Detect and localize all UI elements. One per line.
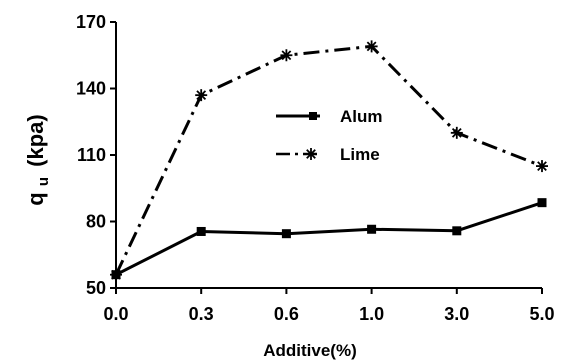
y-axis-title-sub: u: [35, 177, 52, 186]
legend-item-alum: Alum: [276, 107, 383, 126]
y-axis-title-main: q: [23, 192, 48, 205]
data-point-alum: [367, 224, 377, 234]
series-line-alum: [115, 201, 543, 277]
series-lines: [114, 44, 543, 277]
data-point-alum: [452, 226, 462, 236]
y-tick-label: 50: [86, 278, 106, 298]
x-tick-label: 1.0: [359, 304, 384, 324]
x-ticks: 0.0 0.3 0.6 1.0 3.0 5.0: [103, 288, 555, 324]
x-tick-label: 3.0: [444, 304, 469, 324]
y-axis-title: q u (kpa): [23, 114, 53, 205]
data-point-lime: [536, 160, 548, 173]
data-point-alum: [281, 229, 291, 239]
legend-marker-alum: [309, 112, 317, 120]
x-axis-title: Additive(%): [263, 341, 357, 360]
data-point-lime: [280, 49, 293, 62]
x-tick-label: 0.6: [274, 304, 299, 324]
data-point-lime: [195, 89, 208, 102]
y-axis-title-unit: (kpa): [23, 114, 48, 167]
y-ticks: 50 80 110 140 170: [76, 12, 116, 298]
legend-item-lime: Lime: [276, 145, 380, 164]
y-tick-label: 140: [76, 79, 106, 99]
series-line-lime: [114, 44, 543, 276]
data-point-lime: [365, 40, 378, 53]
legend-label-alum: Alum: [340, 107, 383, 126]
y-tick-label: 110: [77, 145, 106, 165]
axes: [115, 22, 542, 289]
y-tick-label: 80: [86, 212, 106, 232]
legend-asterisk-lime: [305, 148, 317, 160]
legend-marker-lime: [305, 148, 317, 160]
data-point-alum: [196, 226, 206, 236]
data-point-lime: [450, 126, 463, 139]
legend-label-lime: Lime: [340, 145, 380, 164]
x-tick-label: 0.3: [189, 304, 214, 324]
data-point-alum: [537, 198, 547, 208]
x-tick-label: 5.0: [529, 304, 554, 324]
y-tick-label: 170: [76, 12, 106, 32]
legend: Alum Lime: [276, 107, 383, 164]
series-markers: [110, 40, 548, 281]
data-point-lime: [110, 268, 122, 281]
x-tick-label: 0.0: [103, 304, 128, 324]
